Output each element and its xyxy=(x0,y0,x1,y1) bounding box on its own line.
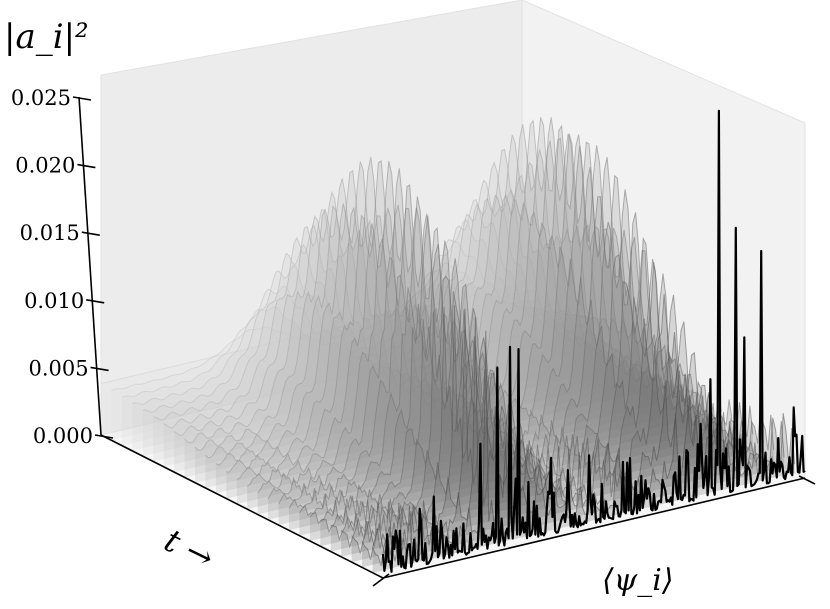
time-slice-line xyxy=(142,218,566,413)
pane-layer xyxy=(99,0,807,579)
x-axis-label: ⟨ψ_i⟩ xyxy=(602,563,674,598)
z-axis-label: |a_i|² xyxy=(4,17,89,57)
time-slice-fill xyxy=(132,241,555,451)
time-slice-fill xyxy=(320,238,743,547)
time-slice-line xyxy=(184,148,607,444)
time-slice-fill xyxy=(257,133,680,515)
z-tick-label: 0.025 xyxy=(11,86,71,110)
time-slice-fill xyxy=(153,199,576,462)
time-slice-fill xyxy=(184,149,607,478)
z-tick xyxy=(77,163,96,169)
time-slice-fill xyxy=(268,145,691,520)
time-slice-fill xyxy=(205,124,628,488)
time-slice-line xyxy=(215,119,639,466)
time-slice-line xyxy=(257,133,680,494)
time-slice-line xyxy=(320,236,743,533)
z-tick xyxy=(94,434,114,439)
z-tick-label: 0.020 xyxy=(15,154,75,178)
time-slice-fill xyxy=(351,308,774,563)
time-slice-fill xyxy=(330,262,753,552)
time-slice-line xyxy=(226,116,649,473)
axis-layer xyxy=(72,96,816,587)
z-axis-line xyxy=(78,96,102,436)
time-slice-line xyxy=(205,124,628,459)
time-slice-line xyxy=(121,262,544,398)
corner-tick xyxy=(372,573,390,587)
z-tick-label: 0.005 xyxy=(28,356,88,380)
x-end-tick xyxy=(798,475,816,485)
time-slice-line xyxy=(330,262,754,541)
surface-layer xyxy=(100,109,806,573)
final-slice-line xyxy=(381,109,806,573)
time-slice-line xyxy=(163,179,587,429)
z-tick xyxy=(81,231,100,236)
z-tick xyxy=(86,299,105,304)
time-slice-fill xyxy=(236,117,659,504)
time-slice-line xyxy=(111,284,534,391)
time-slice-line xyxy=(236,117,659,480)
t-axis-label: t → xyxy=(158,521,219,577)
t-axis-line xyxy=(100,434,384,579)
x-axis-line xyxy=(382,477,806,579)
z-tick-label: 0.000 xyxy=(33,424,93,448)
time-slice-fill xyxy=(226,117,649,499)
time-slice-fill xyxy=(142,219,565,457)
time-slice-line xyxy=(309,212,733,525)
time-slice-line xyxy=(173,161,597,436)
time-slice-line xyxy=(132,240,555,405)
time-slice-line xyxy=(246,124,670,487)
z-tick-label: 0.010 xyxy=(24,289,84,313)
z-tick-label: 0.015 xyxy=(20,221,80,245)
time-slice-fill xyxy=(163,180,586,467)
z-tick xyxy=(72,96,92,101)
time-slice-line xyxy=(153,199,576,421)
time-slice-line xyxy=(288,174,712,510)
z-tick xyxy=(90,366,109,372)
